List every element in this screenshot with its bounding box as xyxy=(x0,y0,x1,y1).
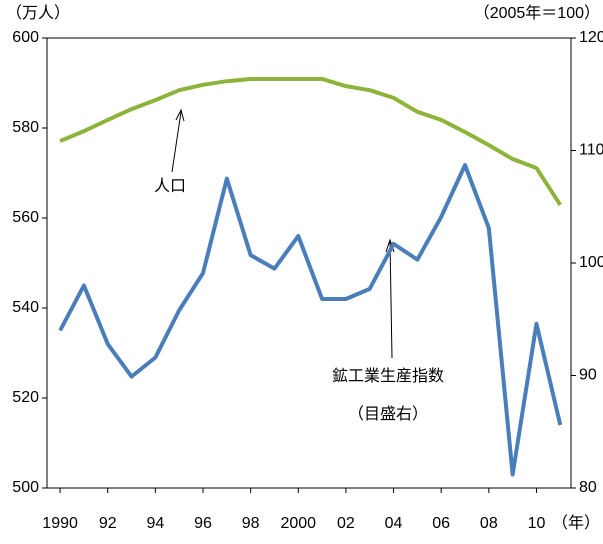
y-tick-label: 540 xyxy=(12,299,39,316)
y2-tick-label: 90 xyxy=(579,367,597,384)
x-tick-label: 04 xyxy=(385,515,403,532)
series-line xyxy=(59,76,562,207)
x-tick-label: 92 xyxy=(99,515,117,532)
series-label: 人口 xyxy=(154,177,186,195)
y2-tick-label: 120 xyxy=(579,29,603,46)
x-tick-label: 98 xyxy=(242,515,260,532)
x-tick-label: 06 xyxy=(432,515,450,532)
x-tick-label: 02 xyxy=(337,515,355,532)
arrow xyxy=(389,241,393,359)
y2-tick-label: 110 xyxy=(579,142,603,159)
y2-tick-label: 80 xyxy=(579,479,597,496)
y-tick-label: 600 xyxy=(12,29,39,46)
y2-axis-label: （2005年＝100） xyxy=(474,4,600,22)
y-tick-label: 560 xyxy=(12,209,39,226)
y-tick-label: 580 xyxy=(12,119,39,136)
y-axis-label: （万人） xyxy=(6,4,70,22)
arrow xyxy=(171,111,182,173)
annotation: （目盛右） xyxy=(348,405,428,423)
x-tick-label: 1990 xyxy=(42,515,78,532)
y-tick-label: 500 xyxy=(12,479,39,496)
x-axis-label: （年） xyxy=(552,514,600,532)
x-tick-label: 08 xyxy=(480,515,498,532)
series-line xyxy=(58,163,563,477)
x-tick-label: 2000 xyxy=(280,515,316,532)
x-tick-label: 10 xyxy=(528,515,546,532)
series-label: 鉱工業生産指数 xyxy=(332,367,444,385)
y-tick-label: 520 xyxy=(12,389,39,406)
arrow-head xyxy=(175,108,185,122)
x-tick-label: 94 xyxy=(146,515,164,532)
x-tick-label: 96 xyxy=(194,515,212,532)
y2-tick-label: 100 xyxy=(579,254,603,271)
